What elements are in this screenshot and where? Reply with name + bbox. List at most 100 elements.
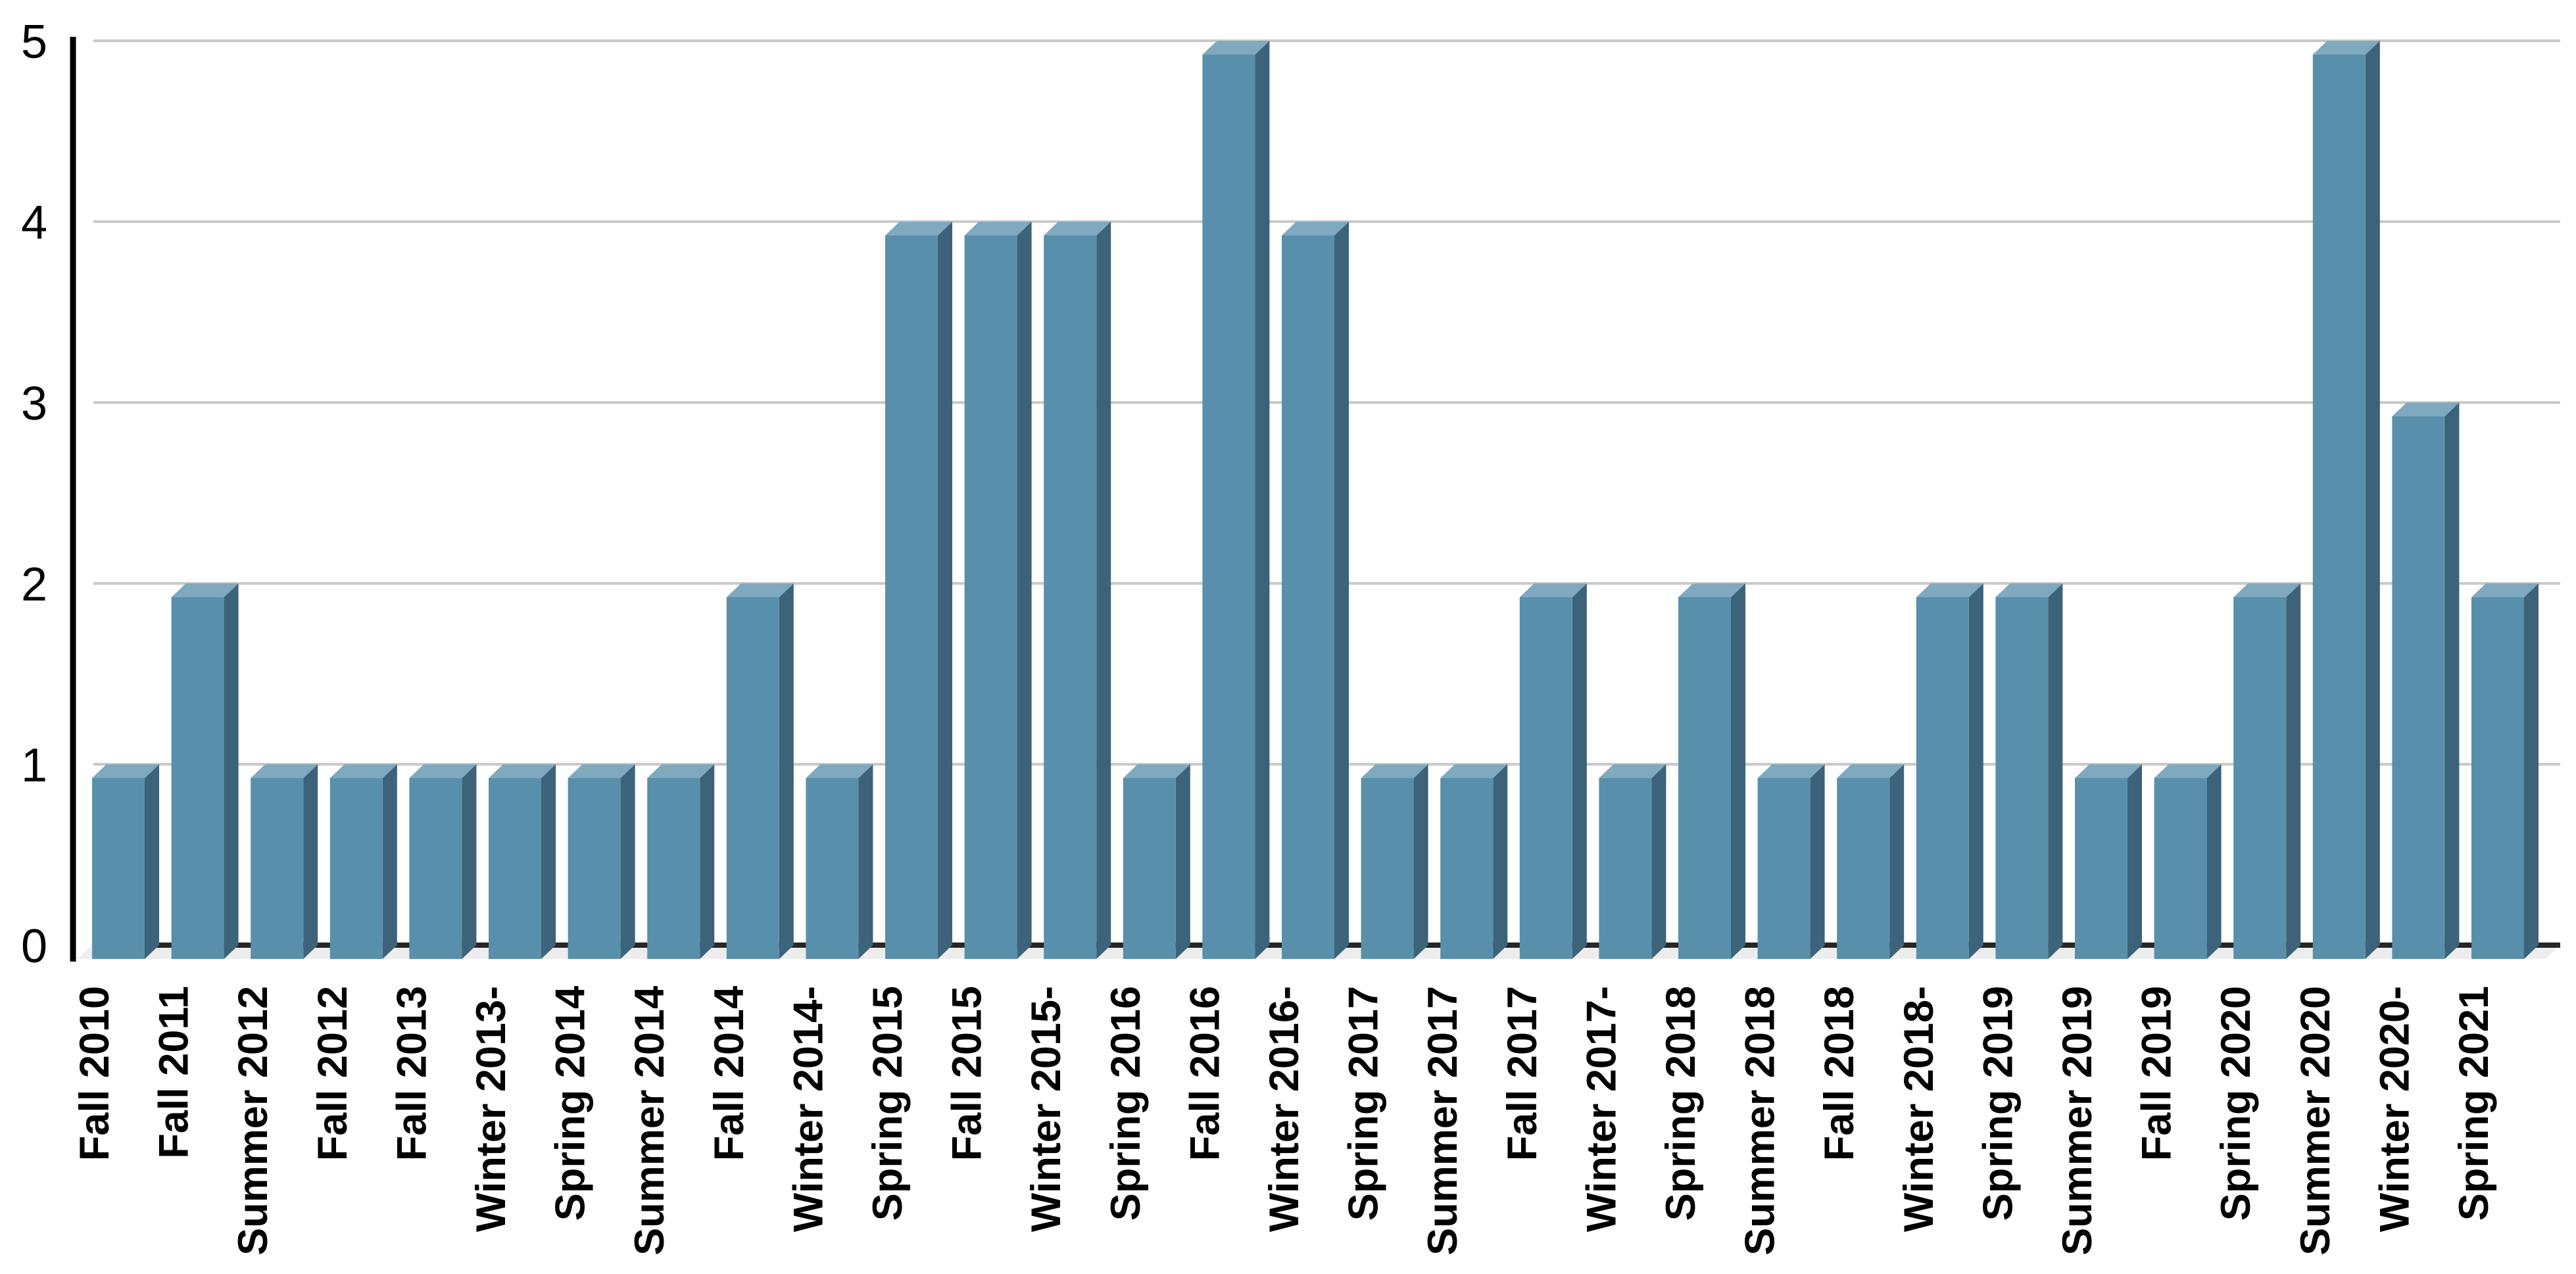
bar-front-face [1519,597,1572,959]
bar-summer-2012 [251,764,318,959]
x-axis-label-spring-2014: Spring 2014 [548,986,594,1221]
bar-fall-2012 [329,764,397,959]
bar-side-face [1572,583,1587,959]
bar-side-face [1175,764,1190,959]
bar-top-face [171,583,239,597]
bar-side-face [1493,764,1508,959]
bar-front-face [806,778,859,959]
bar-top-face [1678,583,1745,597]
x-axis-label-winter-2018: Winter 2018- [1896,986,1942,1232]
x-axis-label-spring-2019: Spring 2019 [1975,986,2021,1221]
bar-top-face [2392,403,2460,416]
y-axis-tick-label-2: 2 [21,558,47,611]
bar-front-face [1202,55,1255,959]
bar-front-face [1123,778,1176,959]
bar-top-face [1916,583,1983,597]
bar-side-face [1968,583,1983,959]
bar-front-face [2312,55,2366,959]
bar-side-face [2524,583,2539,959]
x-axis-label-spring-2015: Spring 2015 [865,986,911,1221]
bar-top-face [1837,764,1905,778]
bar-top-face [1757,764,1825,778]
bar-top-face [1123,764,1190,778]
bar-front-face [1995,597,2049,959]
x-axis-label-fall-2015: Fall 2015 [944,986,990,1161]
y-axis-tick-label-1: 1 [21,739,47,792]
bar-spring-2020 [2233,583,2301,959]
bar-top-face [806,764,873,778]
x-axis-label-fall-2013: Fall 2013 [389,986,435,1161]
y-axis-tick-label-4: 4 [21,197,47,249]
bar-side-face [303,764,318,959]
x-axis-label-summer-2020: Summer 2020 [2293,986,2339,1256]
bar-top-face [251,764,318,778]
bar-front-face [568,778,621,959]
bar-side-face [858,764,873,959]
bar-front-face [1044,235,1097,959]
bar-summer-2014 [647,764,715,959]
bar-winter-2015 [1044,222,1111,959]
bar-fall-2018 [1837,764,1905,959]
bar-front-face [1599,778,1652,959]
y-axis-tick-label-3: 3 [21,378,47,430]
bar-top-face [964,222,1032,235]
x-axis-label-fall-2019: Fall 2019 [2134,986,2180,1161]
bar-front-face [647,778,700,959]
bar-front-face [489,778,541,959]
bar-fall-2019 [2154,764,2222,959]
bar-top-face [2471,583,2539,597]
bar-side-face [1096,222,1111,959]
bar-top-face [1361,764,1428,778]
bar-front-face [1837,778,1890,959]
bar-front-face [409,778,462,959]
x-axis-label-fall-2010: Fall 2010 [72,986,118,1161]
bar-top-face [92,764,159,778]
bar-top-face [329,764,397,778]
bar-top-face [1519,583,1587,597]
bar-side-face [2127,764,2142,959]
x-axis-label-fall-2014: Fall 2014 [706,986,752,1161]
x-axis-label-winter-2013: Winter 2013- [468,986,514,1232]
bar-side-face [1334,222,1349,959]
bar-side-face [620,764,635,959]
bar-side-face [2365,41,2380,959]
x-axis-label-spring-2017: Spring 2017 [1341,986,1387,1221]
bar-spring-2018 [1678,583,1745,959]
x-axis-label-summer-2012: Summer 2012 [230,986,276,1256]
bar-front-face [885,235,938,959]
bar-side-face [700,764,715,959]
bar-top-face [726,583,794,597]
x-axis-label-fall-2012: Fall 2012 [310,986,356,1161]
bar-front-face [1678,597,1731,959]
x-axis-label-spring-2018: Spring 2018 [1658,986,1704,1221]
bar-side-face [779,583,794,959]
bar-side-face [1651,764,1666,959]
bar-front-face [2233,597,2287,959]
x-axis-label-fall-2017: Fall 2017 [1499,986,1545,1161]
bar-winter-2013 [489,764,556,959]
bar-top-face [1282,222,1349,235]
bar-spring-2019 [1995,583,2063,959]
bar-fall-2014 [726,583,794,959]
bar-top-face [568,764,635,778]
x-axis-label-winter-2014: Winter 2014- [785,986,831,1232]
x-axis-label-spring-2016: Spring 2016 [1103,986,1149,1221]
bar-spring-2017 [1361,764,1428,959]
bar-front-face [1916,597,1969,959]
bar-top-face [1440,764,1508,778]
bar-winter-2020 [2392,403,2460,959]
y-axis-tick-label-5: 5 [21,16,47,68]
bar-fall-2016 [1202,41,1270,959]
bar-side-face [224,583,239,959]
bar-side-face [1413,764,1428,959]
bar-spring-2014 [568,764,635,959]
x-axis-label-summer-2018: Summer 2018 [1738,986,1784,1256]
bar-side-face [2444,403,2460,959]
bar-front-face [1757,778,1810,959]
bar-spring-2015 [885,222,952,959]
bar-front-face [329,778,383,959]
x-axis-label-fall-2011: Fall 2011 [151,986,197,1159]
bar-side-face [2206,764,2222,959]
x-axis-label-summer-2017: Summer 2017 [1420,986,1466,1256]
